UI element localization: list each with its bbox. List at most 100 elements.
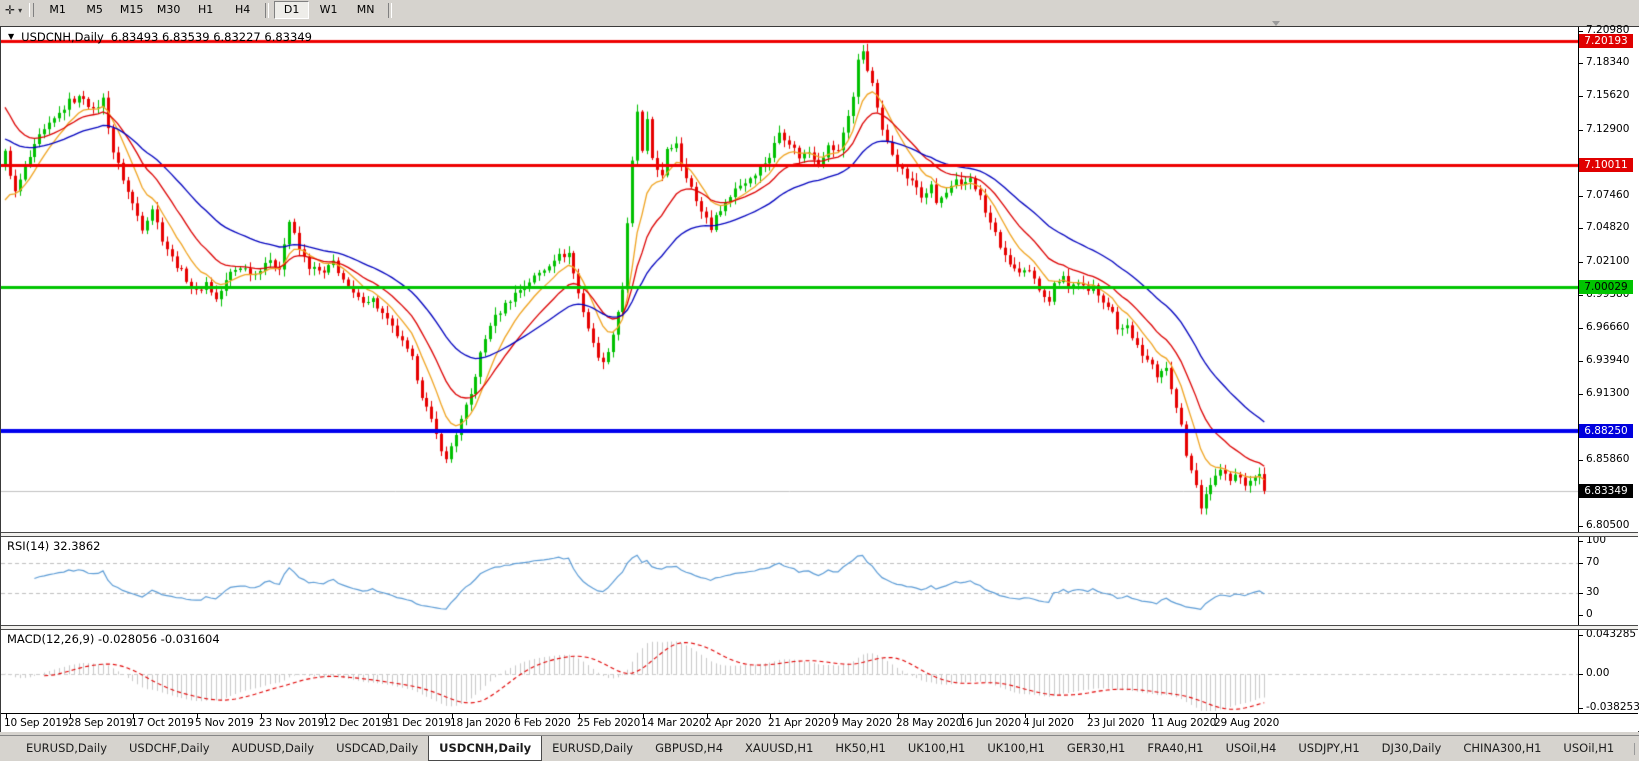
tab-uk100-h1[interactable]: UK100,H1 — [987, 741, 1045, 755]
panel-resize-handle[interactable] — [1, 625, 1638, 630]
macd-label: MACD(12,26,9) -0.028056 -0.031604 — [7, 632, 220, 646]
time-axis-label: 28 May 2020 — [896, 717, 963, 729]
timeframe-button-m1[interactable]: M1 — [49, 3, 66, 16]
price-chart-canvas[interactable] — [1, 27, 1578, 532]
tab-eurusd-daily[interactable]: EURUSD,Daily — [552, 741, 634, 755]
timeframe-button-m5[interactable]: M5 — [86, 3, 103, 16]
timeframe-button-h4[interactable]: H4 — [234, 3, 251, 16]
axis-tick — [1579, 361, 1583, 362]
time-axis-tick — [643, 714, 644, 718]
time-axis-label: 18 Jan 2020 — [450, 717, 511, 729]
axis-tick — [1579, 635, 1583, 636]
timeframe-button-mn[interactable]: MN — [356, 3, 375, 16]
tab-xauusd-h1[interactable]: XAUUSD,H1 — [745, 741, 814, 755]
timeframe-button-m30[interactable]: M30 — [156, 3, 181, 16]
time-axis-label: 9 May 2020 — [832, 717, 892, 729]
price-axis-label: 6.80500 — [1586, 519, 1630, 531]
axis-tick — [1579, 394, 1583, 395]
time-axis-tick — [962, 714, 963, 718]
time-axis-tick — [388, 714, 389, 718]
time-axis-tick — [707, 714, 708, 718]
timeframe-button-d1[interactable]: D1 — [274, 1, 310, 19]
axis-tick — [1579, 328, 1583, 329]
time-axis-tick — [898, 714, 899, 718]
axis-tick — [1579, 541, 1583, 542]
tab-uk100-h1[interactable]: UK100,H1 — [907, 741, 966, 755]
axis-tick — [1579, 674, 1583, 675]
rsi-panel-canvas[interactable] — [1, 537, 1578, 625]
timeframe-button-w1[interactable]: W1 — [319, 3, 338, 16]
tab-fra40-h1[interactable]: FRA40,H1 — [1147, 741, 1204, 755]
tab-usoil-h1[interactable]: USOil,H1 — [1563, 741, 1615, 755]
time-axis-label: 25 Feb 2020 — [577, 717, 641, 729]
time-axis-tick — [579, 714, 580, 718]
tab-dj30-daily[interactable]: DJ30,Daily — [1381, 741, 1442, 755]
axis-tick — [1579, 593, 1583, 594]
tab-eurusd-daily[interactable]: EURUSD,Daily — [26, 741, 107, 755]
time-axis-tick — [197, 714, 198, 718]
price-axis-label: 6.96660 — [1586, 321, 1630, 333]
cursor-tool-button[interactable]: ✛ ▾ — [0, 4, 25, 16]
time-axis-label: 23 Nov 2019 — [259, 717, 325, 729]
rsi-axis-label: 30 — [1586, 586, 1600, 598]
time-axis-tick — [325, 714, 326, 718]
collapse-triangle-icon[interactable]: ▼ — [8, 32, 15, 41]
price-axis-label: 6.91300 — [1586, 387, 1630, 399]
toolbar-grip[interactable] — [29, 3, 35, 17]
axis-tick — [1579, 63, 1583, 64]
toolbar-separator — [265, 2, 270, 18]
rsi-axis-label: 70 — [1586, 556, 1600, 568]
toolbar: ✛ ▾ M1 M5 M15 M30 H1 H4 D1 W1 MN — [0, 0, 1639, 20]
time-axis-tick — [261, 714, 262, 718]
price-axis-label: 7.18340 — [1586, 56, 1630, 68]
price-axis-label: 7.02100 — [1586, 255, 1630, 267]
axis-tick — [1579, 130, 1583, 131]
axis-tick — [1579, 615, 1583, 616]
tab-usdjpy-h1[interactable]: USDJPY,H1 — [1298, 741, 1360, 755]
tab-audusd-daily[interactable]: AUDUSD,Daily — [231, 741, 315, 755]
axis-tick — [1579, 526, 1583, 527]
price-axis: 7.20980 7.18340 7.15620 7.12900 7.07460 7.048… — [1578, 24, 1639, 731]
tab-hk50-h1[interactable]: HK50,H1 — [835, 741, 886, 755]
tab-usoil-h4[interactable]: USOil,H4 — [1225, 741, 1277, 755]
crosshair-icon: ✛ — [5, 3, 16, 17]
price-level-tag-6.88250: 6.88250 — [1579, 424, 1633, 438]
tab-scroll-arrows: ◄► — [1624, 736, 1639, 761]
macd-axis-label: -0.038253 — [1586, 701, 1639, 713]
axis-tick — [1579, 563, 1583, 564]
price-axis-label: 6.85860 — [1586, 453, 1630, 465]
time-axis-tick — [6, 714, 7, 718]
time-axis-tick — [133, 714, 134, 718]
time-axis-label: 12 Dec 2019 — [323, 717, 388, 729]
axis-tick — [1579, 31, 1583, 32]
time-axis-tick — [452, 714, 453, 718]
tab-usdchf-daily[interactable]: USDCHF,Daily — [129, 741, 210, 755]
time-axis-tick — [834, 714, 835, 718]
axis-tick — [1579, 460, 1583, 461]
price-axis-label: 6.93940 — [1586, 354, 1630, 366]
axis-tick — [1579, 295, 1583, 296]
panel-resize-handle[interactable] — [1, 532, 1638, 537]
price-axis-label: 7.20980 — [1586, 24, 1630, 36]
macd-panel-canvas[interactable] — [1, 630, 1578, 713]
time-axis-label: 4 Jul 2020 — [1023, 717, 1074, 729]
time-axis-label: 11 Aug 2020 — [1151, 717, 1217, 729]
timeframe-button-m15[interactable]: M15 — [119, 3, 144, 16]
tab-gbpusd-h4[interactable]: GBPUSD,H4 — [655, 741, 724, 755]
price-axis-label: 7.15620 — [1586, 89, 1630, 101]
time-axis-tick — [770, 714, 771, 718]
chart-window: ▼ USDCNH,Daily 6.83493 6.83539 6.83227 6… — [0, 24, 1639, 732]
chart-shift-marker-icon[interactable] — [1272, 21, 1280, 26]
time-axis-label: 5 Nov 2019 — [195, 717, 254, 729]
chart-title: ▼ USDCNH,Daily 6.83493 6.83539 6.83227 6… — [8, 30, 312, 44]
axis-tick — [1579, 196, 1583, 197]
macd-axis-label: 0.043285 — [1586, 628, 1637, 640]
macd-axis-label: 0.00 — [1586, 667, 1610, 679]
timeframe-button-h1[interactable]: H1 — [197, 3, 214, 16]
tab-ger30-h1[interactable]: GER30,H1 — [1066, 741, 1126, 755]
tab-usdcad-daily[interactable]: USDCAD,Daily — [336, 741, 419, 755]
time-axis-label: 17 Oct 2019 — [131, 717, 194, 729]
time-axis-label: 21 Apr 2020 — [768, 717, 831, 729]
tab-china300-h1[interactable]: CHINA300,H1 — [1463, 741, 1542, 755]
tab-usdcnh-daily[interactable]: USDCNH,Daily — [428, 736, 543, 761]
